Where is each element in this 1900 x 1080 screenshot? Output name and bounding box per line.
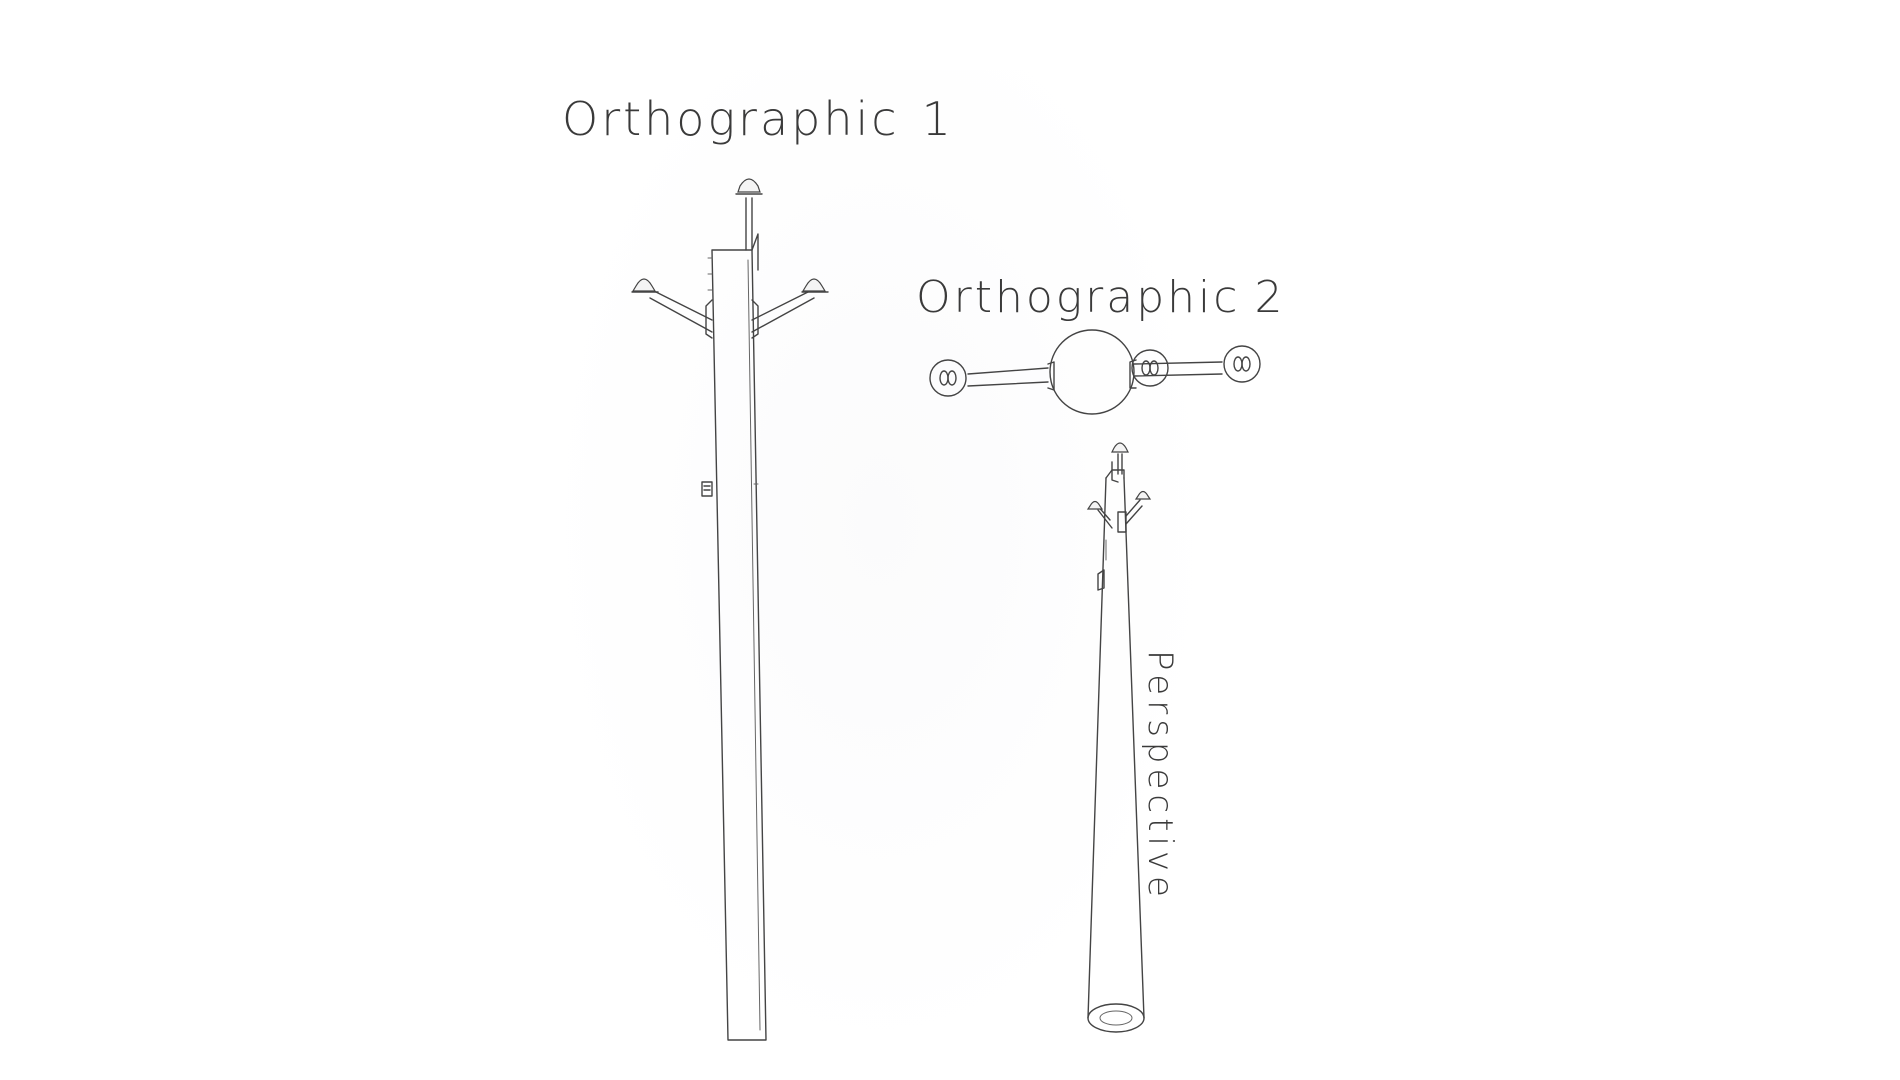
paper-texture	[540, 70, 1220, 1070]
perspective-right-insulator-icon	[1134, 490, 1152, 500]
left-arm-top	[967, 367, 1049, 387]
pole-edge-line	[747, 259, 761, 1031]
orthographic-1-title: Orthographic 1	[562, 92, 954, 146]
top-insulator-pin	[745, 197, 753, 251]
orthographic-2-title: Orthographic 2	[916, 272, 1285, 323]
perspective-right-arm	[1125, 499, 1143, 525]
perspective-clamp	[1117, 511, 1127, 533]
right-insulator-icon	[801, 278, 827, 292]
right-crossarm	[751, 289, 815, 333]
orthographic-1-word: Orthographic	[562, 92, 900, 146]
perspective-shaft	[1087, 477, 1145, 1019]
perspective-top-pin	[1117, 453, 1123, 475]
left-crossarm	[649, 289, 713, 333]
perspective-top-insulator-icon	[1111, 442, 1129, 453]
perspective-pole	[1086, 442, 1152, 1033]
orthographic-1-pole	[631, 178, 829, 1041]
orthographic-2-number: 2	[1254, 272, 1286, 323]
left-insulator-icon	[631, 278, 657, 292]
perspective-left-insulator-icon	[1086, 500, 1104, 510]
top-insulator-icon	[737, 178, 761, 193]
pole-shaft	[711, 249, 767, 1041]
orthographic-2-word: Orthographic	[916, 272, 1241, 323]
perspective-step	[1097, 569, 1105, 591]
left-insulator-top-icon	[929, 359, 967, 397]
center-insulator-top-icon	[1131, 349, 1169, 387]
right-insulator-top-icon	[1223, 345, 1261, 383]
pole-tag-icon	[701, 481, 713, 497]
top-bracket	[751, 233, 759, 271]
orthographic-2-top-view	[929, 329, 1261, 415]
perspective-base	[1087, 1003, 1145, 1033]
pole-top-circle	[1049, 329, 1135, 415]
orthographic-1-number: 1	[921, 92, 954, 146]
step-marks	[707, 257, 713, 291]
